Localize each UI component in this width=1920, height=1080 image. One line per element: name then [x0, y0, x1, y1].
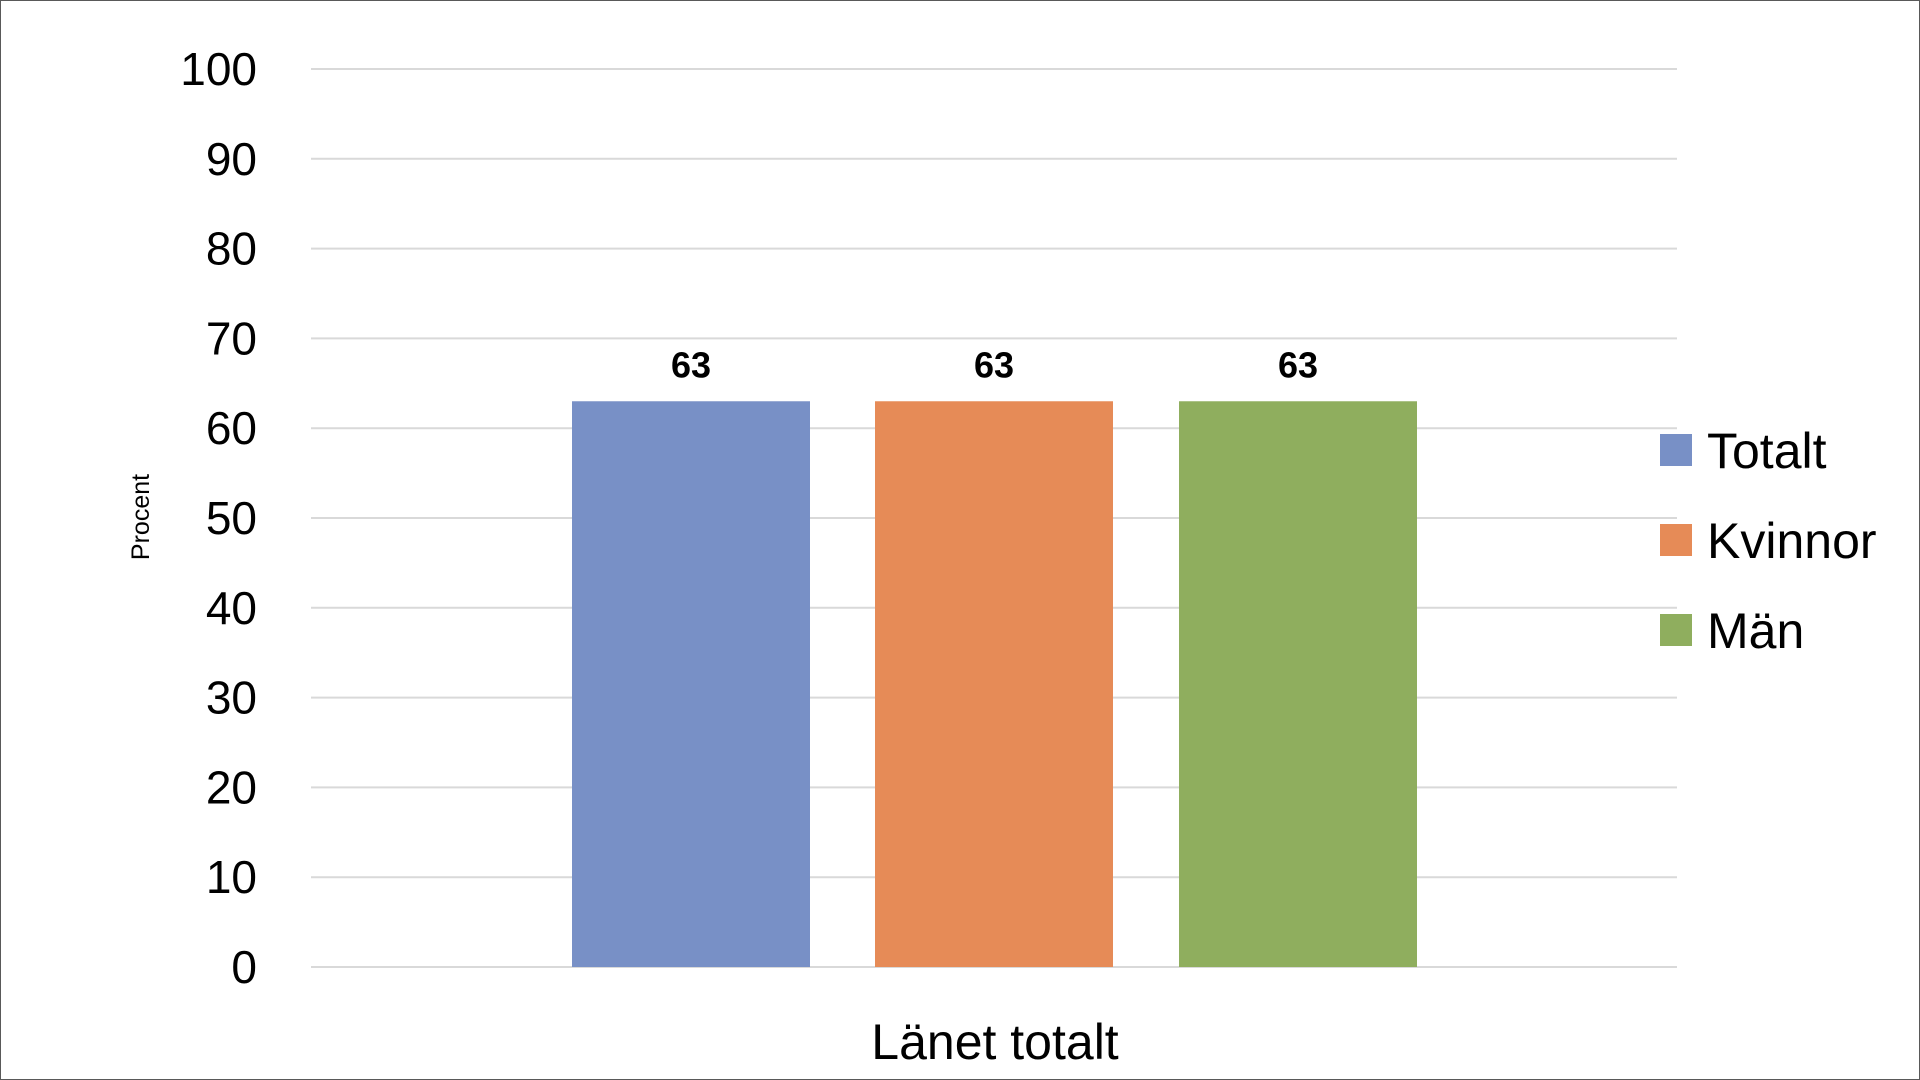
- bar-kvinnor: [875, 401, 1113, 967]
- y-tick-label: 70: [206, 312, 257, 364]
- y-axis-ticks: 0 10 20 30 40 50 60 70 80 90 100: [180, 43, 257, 993]
- y-tick-label: 40: [206, 582, 257, 634]
- y-tick-label: 100: [180, 43, 257, 95]
- data-label-totalt: 63: [671, 344, 711, 385]
- legend-label-män: Män: [1707, 603, 1804, 659]
- y-tick-label: 50: [206, 492, 257, 544]
- y-tick-label: 10: [206, 851, 257, 903]
- data-label-kvinnor: 63: [974, 344, 1014, 385]
- legend-label-kvinnor: Kvinnor: [1707, 513, 1877, 569]
- legend: Totalt Kvinnor Män: [1660, 423, 1877, 659]
- legend-swatch-kvinnor: [1660, 524, 1692, 556]
- legend-swatch-män: [1660, 614, 1692, 646]
- x-category-label: Länet totalt: [871, 1014, 1119, 1070]
- bars: [572, 401, 1417, 967]
- y-tick-label: 30: [206, 672, 257, 724]
- y-tick-label: 90: [206, 133, 257, 185]
- data-labels: 63 63 63: [671, 344, 1318, 385]
- y-tick-label: 0: [231, 941, 257, 993]
- bar-män: [1179, 401, 1417, 967]
- data-label-män: 63: [1278, 344, 1318, 385]
- y-axis-label: Procent: [127, 474, 155, 560]
- legend-label-totalt: Totalt: [1707, 423, 1827, 479]
- y-tick-label: 20: [206, 761, 257, 813]
- legend-swatch-totalt: [1660, 434, 1692, 466]
- y-tick-label: 60: [206, 402, 257, 454]
- bar-totalt: [572, 401, 810, 967]
- y-tick-label: 80: [206, 223, 257, 275]
